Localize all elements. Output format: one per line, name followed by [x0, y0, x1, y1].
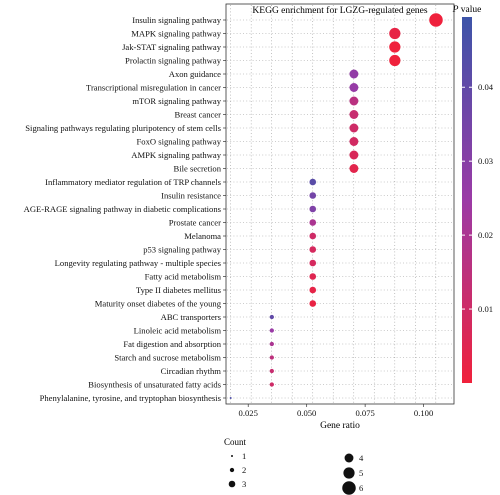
data-point: [309, 286, 317, 294]
size-legend-dot: [229, 467, 235, 473]
size-legend-dot: [228, 480, 236, 488]
y-tick-label: Maturity onset diabetes of the young: [95, 299, 222, 309]
data-point: [309, 192, 317, 199]
data-point: [269, 355, 274, 360]
y-tick-label: Phenylalanine, tyrosine, and tryptophan …: [40, 393, 222, 403]
colorbar-tick-label: 0.04: [478, 82, 494, 92]
x-tick-label: 0.100: [414, 408, 433, 418]
size-legend-dot: [343, 467, 355, 479]
data-point: [389, 54, 401, 67]
y-tick-label: Circadian rhythm: [161, 366, 222, 376]
y-tick-label: Melanoma: [184, 231, 221, 241]
data-point: [349, 137, 359, 146]
y-tick-label: Fat digestion and absorption: [123, 339, 221, 349]
y-tick-label: Longevity regulating pathway - multiple …: [55, 258, 222, 268]
x-tick-label: 0.075: [355, 408, 374, 418]
data-point: [269, 382, 274, 387]
y-tick-label: ABC transporters: [161, 312, 222, 322]
colorbar-tick-label: 0.02: [478, 230, 493, 240]
data-point: [309, 259, 317, 267]
y-tick-label: p53 signaling pathway: [143, 245, 222, 255]
y-tick-label: Fatty acid metabolism: [145, 272, 222, 282]
y-tick-label: Signaling pathways regulating pluripoten…: [25, 123, 221, 133]
colorbar-tick-label: 0.03: [478, 156, 493, 166]
size-legend-label: 2: [242, 465, 246, 475]
size-legend-dot: [342, 481, 356, 495]
data-point: [269, 328, 274, 333]
plot-panel: [225, 3, 455, 405]
data-points: [229, 13, 443, 399]
data-point: [389, 27, 401, 40]
y-tick-label: Axon guidance: [169, 69, 221, 79]
y-tick-label: MAPK signaling pathway: [131, 29, 221, 39]
x-tick-label: 0.050: [297, 408, 316, 418]
data-point: [429, 13, 443, 27]
size-legend-title: Count: [224, 437, 247, 447]
size-legend-label: 3: [242, 479, 246, 489]
size-legend: 1 2 3 4 5 6: [228, 451, 364, 495]
x-axis-label: Gene ratio: [320, 421, 360, 431]
data-point: [349, 164, 359, 173]
y-tick-label: Bile secretion: [174, 164, 222, 174]
y-tick-label: Prostate cancer: [169, 218, 221, 228]
colorbar-title-p: P: [452, 5, 459, 15]
data-point: [349, 96, 359, 106]
y-tick-label: Insulin resistance: [161, 191, 221, 201]
data-point: [349, 150, 359, 160]
y-tick-label: AMPK signaling pathway: [131, 150, 221, 160]
data-point: [309, 246, 317, 253]
data-point: [389, 41, 401, 53]
y-tick-label: Inflammatory mediator regulation of TRP …: [45, 177, 222, 187]
size-legend-label: 6: [359, 483, 364, 493]
y-tick-label: FoxO signaling pathway: [137, 137, 222, 147]
data-point: [349, 83, 359, 92]
y-tick-label: Biosynthesis of unsaturated fatty acids: [88, 380, 221, 390]
colorbar-tick-label: 0.01: [478, 304, 493, 314]
data-point: [309, 300, 317, 307]
chart-title: KEGG enrichment for LGZG-regulated genes: [252, 5, 427, 16]
data-point: [349, 110, 359, 119]
colorbar-title-rest: value: [458, 5, 481, 15]
data-point: [309, 205, 317, 213]
p-value-colorbar: [462, 17, 472, 383]
y-tick-label: Prolactin signaling pathway: [125, 56, 222, 66]
grid-lines: [227, 5, 453, 403]
size-legend-dot: [344, 453, 354, 463]
y-tick-label: mTOR signaling pathway: [132, 96, 221, 106]
y-tick-label: Breast cancer: [174, 110, 221, 120]
size-legend-label: 1: [242, 451, 246, 461]
colorbar-ticks: 0.01 0.02 0.03 0.04: [462, 82, 494, 314]
x-tick-label: 0.025: [239, 408, 258, 418]
size-legend-label: 5: [359, 468, 363, 478]
category-labels: Insulin signaling pathway MAPK signaling …: [24, 15, 226, 403]
data-point: [309, 219, 317, 226]
y-tick-label: Insulin signaling pathway: [132, 15, 221, 25]
data-point: [349, 123, 359, 133]
y-tick-label: Linoleic acid metabolism: [134, 326, 222, 336]
data-point: [269, 314, 274, 320]
data-point: [269, 368, 274, 374]
data-point: [309, 273, 317, 280]
size-legend-dot: [231, 455, 233, 457]
data-point: [309, 232, 317, 240]
colorbar-title: P value: [452, 5, 482, 15]
x-axis-ticks: 0.025 0.050 0.075 0.100: [239, 404, 433, 418]
data-point: [349, 69, 359, 79]
y-tick-label: AGE-RAGE signaling pathway in diabetic c…: [24, 204, 222, 214]
y-tick-label: Type II diabetes mellitus: [136, 285, 222, 295]
y-tick-label: Starch and sucrose metabolism: [114, 353, 221, 363]
y-tick-label: Transcriptional misregulation in cancer: [86, 83, 221, 93]
y-tick-label: Jak-STAT signaling pathway: [122, 42, 222, 52]
data-point: [269, 341, 274, 347]
data-point: [229, 397, 232, 399]
size-legend-label: 4: [359, 453, 364, 463]
data-point: [309, 178, 317, 186]
